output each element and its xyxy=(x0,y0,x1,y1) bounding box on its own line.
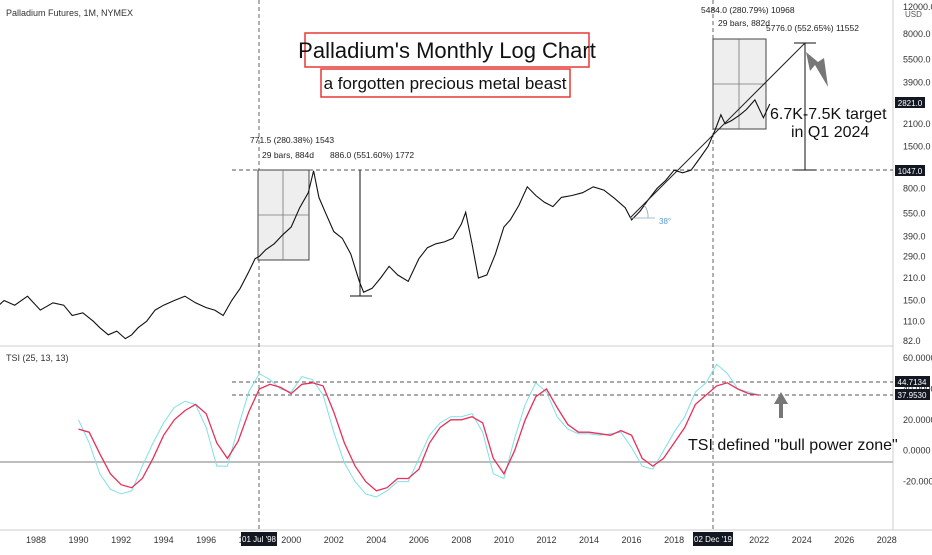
time-axis: 1988199019921994199619982000200220042006… xyxy=(26,535,897,545)
measure2-stats: 5776.0 (552.65%) 11552 xyxy=(766,23,859,33)
year-tick-label: 2022 xyxy=(749,535,769,545)
year-tick-label: 2028 xyxy=(877,535,897,545)
chart-title: Palladium's Monthly Log Chart xyxy=(298,38,596,63)
price-tick-label: 150.0 xyxy=(903,296,926,306)
trendline xyxy=(629,42,806,219)
year-tick-label: 2002 xyxy=(324,535,344,545)
tsi-arrow-icon xyxy=(774,392,788,418)
tsi-signal-line xyxy=(78,363,760,498)
tsi-badge-upper xyxy=(895,376,930,387)
price-tick-label: 5500.0 xyxy=(903,54,931,64)
year-tick-label: 1990 xyxy=(69,535,89,545)
title-box xyxy=(304,32,590,68)
target-note-line1: 6.7K-7.5K target xyxy=(770,106,887,123)
price-badge-current-label: 2821.0 xyxy=(898,99,923,108)
tsi-tick-label: -20.0000 xyxy=(903,477,932,487)
year-tick-label: 1994 xyxy=(154,535,174,545)
year-tick-label: 2026 xyxy=(834,535,854,545)
tsi-badge-lower xyxy=(895,389,930,400)
price-tick-label: 290.0 xyxy=(903,251,926,261)
year-tick-label: 2008 xyxy=(451,535,471,545)
year-tick-label: 2024 xyxy=(792,535,812,545)
price-tick-label: 390.0 xyxy=(903,232,926,242)
tsi-axis: 60.0000 40.0000 20.0000 0.0000 -20.0000 xyxy=(903,353,932,486)
target-note-line2: in Q1 2024 xyxy=(791,124,869,141)
year-tick-label: 2014 xyxy=(579,535,599,545)
date-badge-1998 xyxy=(241,532,277,546)
price-tick-label: 8000.0 xyxy=(903,29,931,39)
price-tick-label: 550.0 xyxy=(903,209,926,219)
price-tick-label: 1500.0 xyxy=(903,141,931,151)
price-badge-level xyxy=(895,165,925,176)
tsi-tick-label: 60.0000 xyxy=(903,353,932,363)
date-badge-2019 xyxy=(693,532,733,546)
tsi-tick-label: 20.0000 xyxy=(903,415,932,425)
price-badge-current xyxy=(895,97,925,108)
price-axis: 12000.0 8000.0 5500.0 3900.0 2100.0 1500.0 800… xyxy=(903,2,932,346)
price-tick-label: 210.0 xyxy=(903,273,926,283)
price-series-line xyxy=(0,98,771,340)
price-tick-label: 2100.0 xyxy=(903,119,931,129)
year-tick-label: 2012 xyxy=(536,535,556,545)
box1-stats-line1: 771.5 (280.38%) 1543 xyxy=(250,135,334,145)
tsi-note: TSI defined "bull power zone" xyxy=(688,437,898,454)
year-tick-label: 2006 xyxy=(409,535,429,545)
year-tick-label: 2010 xyxy=(494,535,514,545)
price-tick-label: 800.0 xyxy=(903,183,926,193)
price-badge-level-label: 1047.0 xyxy=(898,167,923,176)
year-tick-label: 2018 xyxy=(664,535,684,545)
currency-label: USD xyxy=(905,10,922,19)
tsi-badge-lower-label: 37.9530 xyxy=(898,391,927,400)
tsi-tick-label: 0.0000 xyxy=(903,446,931,456)
year-tick-label: 2016 xyxy=(622,535,642,545)
chart-subtitle: a forgotten precious metal beast xyxy=(324,74,567,93)
measure1-stats: 886.0 (551.60%) 1772 xyxy=(330,150,414,160)
box2-stats-line2: 29 bars, 882d xyxy=(718,18,770,28)
price-tick-label: 12000.0 xyxy=(903,2,932,12)
tsi-tick-label: 40.0000 xyxy=(903,384,932,394)
target-arrow-icon xyxy=(806,52,828,87)
year-tick-label: 1996 xyxy=(196,535,216,545)
date-badge-2019-label: 02 Dec '19 xyxy=(694,535,733,544)
subtitle-box xyxy=(320,68,571,98)
date-badge-1998-label: 01 Jul '98 xyxy=(242,535,277,544)
box1-stats-line2: 29 bars, 884d xyxy=(262,150,314,160)
price-tick-label: 3900.0 xyxy=(903,77,931,87)
trendline-angle-label: 38° xyxy=(659,217,671,226)
tsi-line xyxy=(78,382,760,492)
year-tick-label: 2000 xyxy=(281,535,301,545)
symbol-label: Palladium Futures, 1M, NYMEX xyxy=(6,8,133,18)
price-tick-label: 110.0 xyxy=(903,316,925,326)
year-tick-label: 2004 xyxy=(366,535,386,545)
trendline-angle-arc xyxy=(643,204,649,219)
tsi-badge-upper-label: 44.7134 xyxy=(898,378,927,387)
year-tick-label: 1988 xyxy=(26,535,46,545)
year-tick-label: 1992 xyxy=(111,535,131,545)
price-tick-label: 82.0 xyxy=(903,336,921,346)
tsi-label: TSI (25, 13, 13) xyxy=(6,353,69,363)
box2-stats-line1: 5484.0 (280.79%) 10968 xyxy=(701,5,795,15)
